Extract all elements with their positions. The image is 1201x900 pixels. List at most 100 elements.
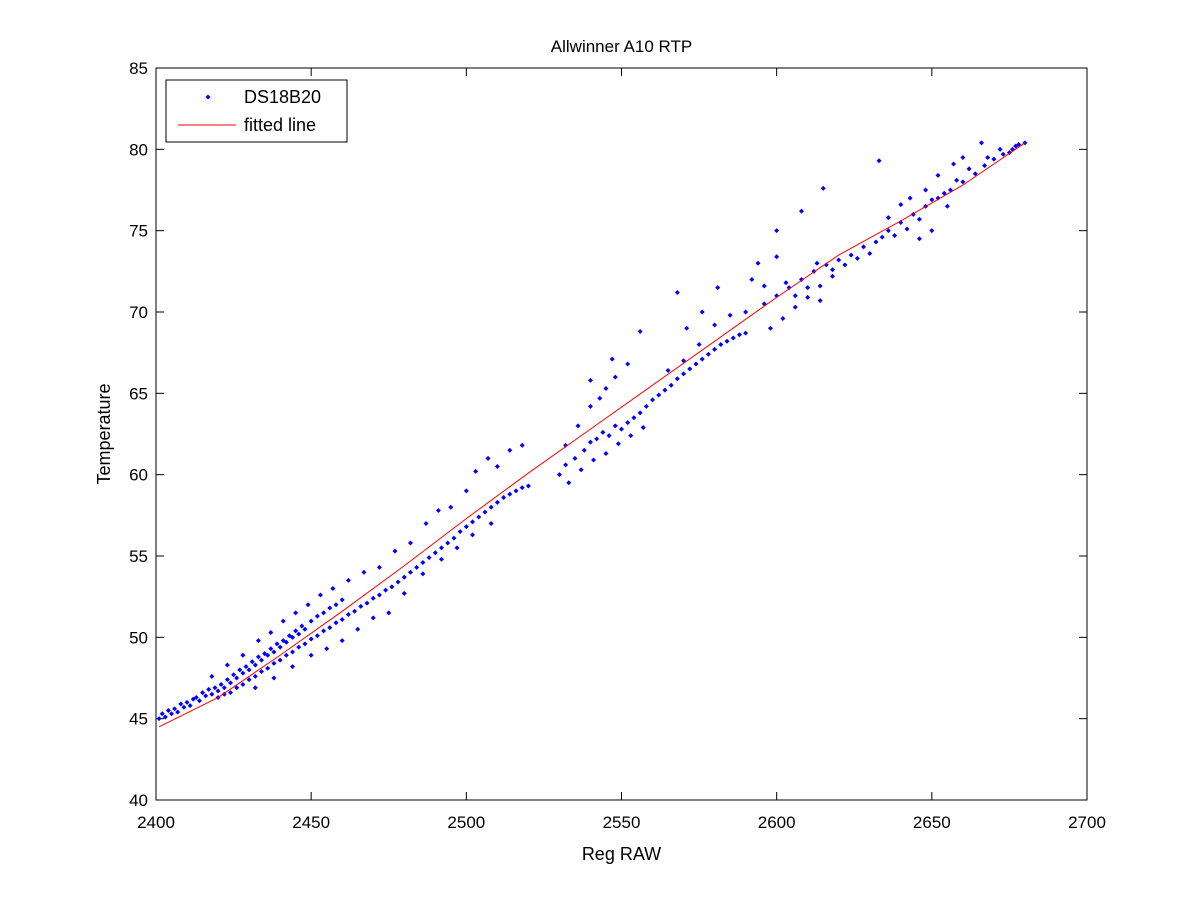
- data-point: [246, 677, 252, 683]
- x-tick-label: 2600: [758, 813, 796, 832]
- data-point: [705, 351, 711, 357]
- data-point: [693, 361, 699, 367]
- data-point: [643, 403, 649, 409]
- data-point: [454, 545, 460, 551]
- data-point: [597, 395, 603, 401]
- data-point: [997, 146, 1003, 152]
- data-point: [193, 695, 199, 701]
- data-point: [609, 356, 615, 362]
- data-point: [364, 600, 370, 606]
- data-point: [271, 675, 277, 681]
- data-point: [324, 646, 330, 652]
- data-point: [420, 560, 426, 566]
- data-point: [401, 590, 407, 596]
- data-point: [240, 670, 246, 676]
- data-point: [805, 285, 811, 291]
- data-point: [249, 659, 255, 665]
- data-point: [463, 524, 469, 530]
- data-point: [227, 690, 233, 696]
- data-point: [463, 488, 469, 494]
- data-point: [650, 397, 656, 403]
- data-point: [473, 468, 479, 474]
- data-point: [274, 641, 280, 647]
- data-point: [736, 332, 742, 338]
- y-tick-label: 80: [129, 140, 148, 159]
- data-point: [355, 626, 361, 632]
- data-point: [255, 638, 261, 644]
- legend-box: [165, 79, 348, 143]
- data-point: [519, 442, 525, 448]
- data-point: [314, 633, 320, 639]
- data-point: [296, 631, 302, 637]
- data-point: [314, 613, 320, 619]
- data-point: [345, 612, 351, 618]
- data-point: [290, 649, 296, 655]
- data-point: [420, 571, 426, 577]
- data-point: [333, 620, 339, 626]
- data-point: [563, 442, 569, 448]
- data-point: [907, 195, 913, 201]
- data-point: [861, 244, 867, 250]
- data-point: [612, 374, 618, 380]
- data-point: [302, 626, 308, 632]
- data-point: [724, 338, 730, 344]
- data-point: [470, 532, 476, 538]
- data-point: [212, 685, 218, 691]
- data-point: [209, 691, 215, 697]
- data-point: [308, 636, 314, 642]
- data-point: [792, 293, 798, 299]
- data-point: [507, 491, 513, 497]
- data-point: [600, 429, 606, 435]
- x-tick-label: 2450: [292, 813, 330, 832]
- data-point: [206, 686, 212, 692]
- data-point: [876, 158, 882, 164]
- data-point: [727, 312, 733, 318]
- data-point: [395, 579, 401, 585]
- y-tick-label: 65: [129, 384, 148, 403]
- data-point: [439, 556, 445, 562]
- data-point: [488, 504, 494, 510]
- y-tick-label: 85: [129, 59, 148, 78]
- data-point: [916, 236, 922, 242]
- data-point: [640, 424, 646, 430]
- y-tick-label: 70: [129, 303, 148, 322]
- data-point: [848, 252, 854, 258]
- data-point: [401, 574, 407, 580]
- data-point: [352, 608, 358, 614]
- data-point: [798, 208, 804, 214]
- data-point: [165, 708, 171, 714]
- data-point: [780, 316, 786, 322]
- data-point: [699, 356, 705, 362]
- data-point: [978, 140, 984, 146]
- data-point: [376, 592, 382, 598]
- data-point: [696, 342, 702, 348]
- data-point: [715, 285, 721, 291]
- data-point: [786, 285, 792, 291]
- data-point: [712, 322, 718, 328]
- data-point: [240, 682, 246, 688]
- data-point: [330, 586, 336, 592]
- data-point: [743, 309, 749, 315]
- data-point: [662, 387, 668, 393]
- data-point: [587, 439, 593, 445]
- data-point: [665, 368, 671, 374]
- data-point: [743, 330, 749, 336]
- data-point: [259, 657, 265, 663]
- series-0: [156, 140, 1028, 722]
- data-point: [581, 447, 587, 453]
- data-point: [327, 605, 333, 611]
- data-point: [637, 329, 643, 335]
- data-point: [767, 325, 773, 331]
- data-point: [615, 441, 621, 447]
- data-point: [575, 423, 581, 429]
- data-point: [774, 228, 780, 234]
- data-point: [184, 699, 190, 705]
- data-point: [283, 639, 289, 645]
- data-point: [625, 361, 631, 367]
- data-point: [485, 455, 491, 461]
- data-point: [358, 603, 364, 609]
- data-point: [892, 233, 898, 239]
- x-tick-label: 2650: [913, 813, 951, 832]
- data-point: [572, 455, 578, 461]
- data-point: [929, 228, 935, 234]
